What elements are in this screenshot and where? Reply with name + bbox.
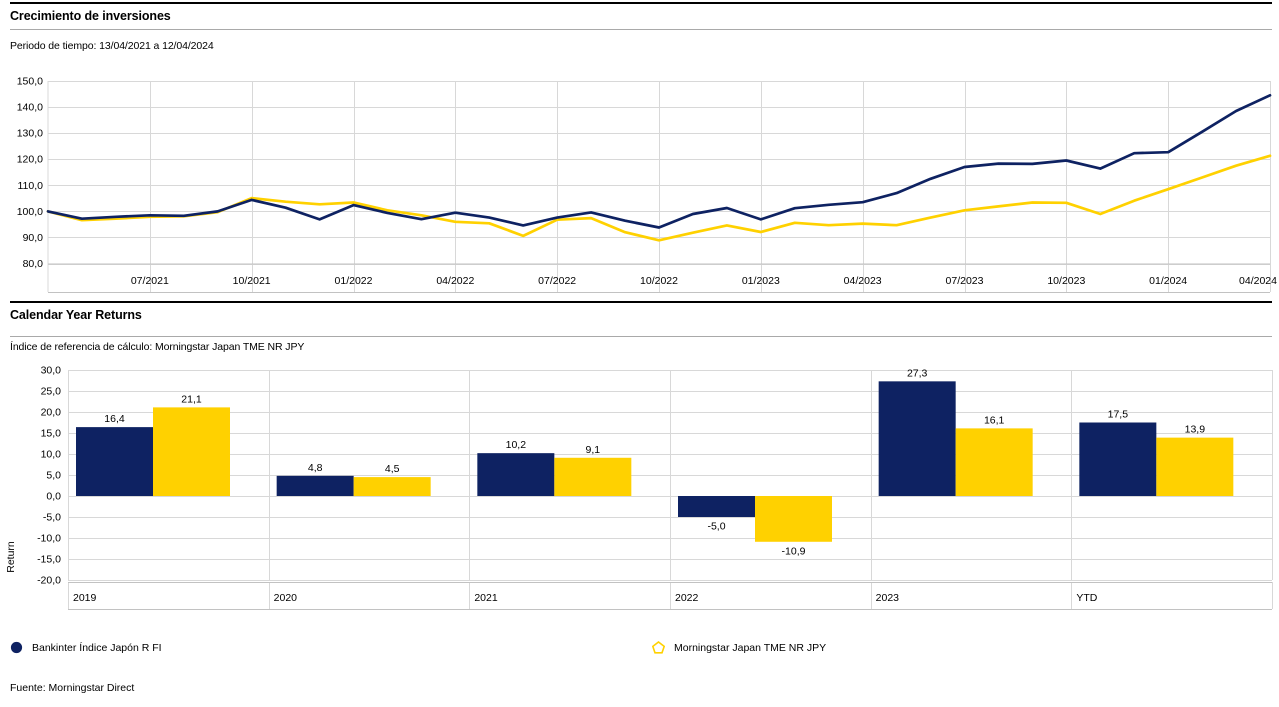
svg-text:16,4: 16,4 [104,413,125,425]
source-note: Fuente: Morningstar Direct [10,682,135,694]
svg-text:150,0: 150,0 [17,76,43,88]
calendar-year-returns-bar-chart: 30,0 25,0 20,0 15,0 10,0 5,0 0,0 -5,0 -10,0 -15,0… [5,365,1273,610]
svg-text:15,0: 15,0 [41,428,62,440]
svg-text:10,2: 10,2 [506,439,527,451]
svg-text:90,0: 90,0 [23,232,44,244]
divider-calendar-section [10,301,1272,303]
svg-text:30,0: 30,0 [41,365,62,377]
svg-text:-20,0: -20,0 [37,575,61,587]
svg-text:04/2024: 04/2024 [1239,275,1277,287]
svg-text:20,0: 20,0 [41,407,62,419]
svg-text:2020: 2020 [274,592,298,604]
svg-text:17,5: 17,5 [1108,409,1129,421]
svg-text:Return: Return [5,541,17,573]
svg-text:-10,9: -10,9 [782,545,806,557]
svg-text:10/2022: 10/2022 [640,275,678,287]
svg-text:2022: 2022 [675,592,699,604]
calendar-returns-subtitle: Índice de referencia de cálculo: Morning… [10,341,305,353]
calendar-returns-title: Calendar Year Returns [10,308,142,322]
svg-text:01/2024: 01/2024 [1149,275,1187,287]
svg-text:04/2022: 04/2022 [436,275,474,287]
svg-text:YTD: YTD [1076,592,1097,604]
legend-label-benchmark: Morningstar Japan TME NR JPY [674,641,827,654]
divider-calendar-title [10,336,1272,337]
growth-chart-subtitle: Periodo de tiempo: 13/04/2021 a 12/04/20… [10,40,214,52]
svg-text:4,5: 4,5 [385,463,400,475]
svg-text:100,0: 100,0 [17,206,43,218]
divider-top [10,2,1272,4]
svg-text:01/2022: 01/2022 [335,275,373,287]
svg-text:4,8: 4,8 [308,462,323,474]
growth-line-chart: 150,0 140,0 130,0 120,0 110,0 100,0 90,0 80,0 07… [17,76,1277,293]
svg-text:130,0: 130,0 [17,128,43,140]
fund-circle-marker [10,641,23,654]
svg-text:2019: 2019 [73,592,97,604]
svg-text:10/2021: 10/2021 [233,275,271,287]
svg-text:10,0: 10,0 [41,449,62,461]
benchmark-pentagon-icon [652,641,665,654]
svg-text:07/2022: 07/2022 [538,275,576,287]
svg-text:21,1: 21,1 [181,393,202,405]
svg-text:13,9: 13,9 [1185,424,1206,436]
svg-text:27,3: 27,3 [907,367,928,379]
svg-text:01/2023: 01/2023 [742,275,780,287]
legend-label-fund: Bankinter Índice Japón R FI [32,641,162,654]
svg-text:110,0: 110,0 [18,180,44,192]
svg-text:-10,0: -10,0 [37,533,61,545]
svg-text:16,1: 16,1 [984,414,1005,426]
svg-text:25,0: 25,0 [41,386,62,398]
svg-text:5,0: 5,0 [46,470,61,482]
svg-text:80,0: 80,0 [23,258,44,270]
svg-text:9,1: 9,1 [586,444,601,456]
legend-item-fund: Bankinter Índice Japón R FI [10,641,162,654]
divider-growth-title [10,29,1272,30]
svg-text:-5,0: -5,0 [707,521,725,533]
svg-text:2021: 2021 [474,592,498,604]
svg-text:120,0: 120,0 [17,154,43,166]
svg-text:2023: 2023 [876,592,900,604]
svg-text:-5,0: -5,0 [43,512,61,524]
svg-text:0,0: 0,0 [46,491,61,503]
svg-text:140,0: 140,0 [17,102,43,114]
svg-text:07/2021: 07/2021 [131,275,169,287]
growth-chart-title: Crecimiento de inversiones [10,9,171,23]
svg-text:-15,0: -15,0 [37,554,61,566]
svg-text:07/2023: 07/2023 [946,275,984,287]
svg-text:10/2023: 10/2023 [1047,275,1085,287]
legend-item-benchmark: Morningstar Japan TME NR JPY [652,641,826,654]
svg-text:04/2023: 04/2023 [844,275,882,287]
